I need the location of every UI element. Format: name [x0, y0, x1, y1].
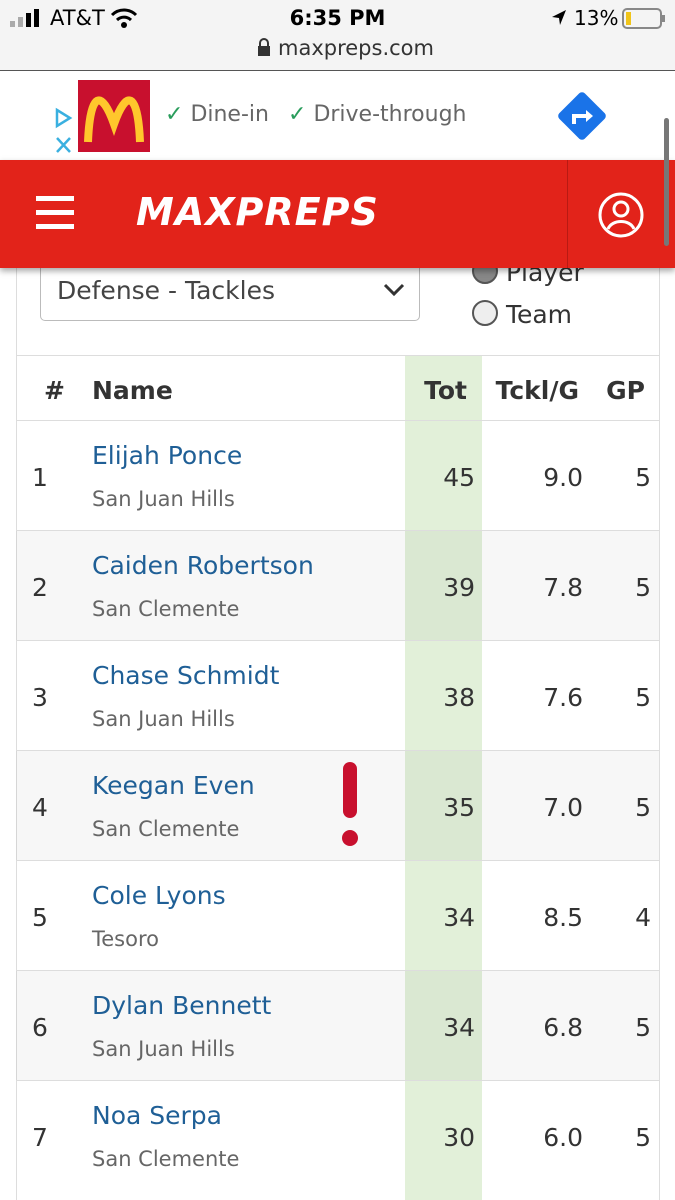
table-row: 4 Keegan Even San Clemente 35 7.0 5 [16, 750, 659, 861]
battery-percent: 13% [574, 6, 619, 30]
player-name[interactable]: Elijah Ponce [92, 441, 243, 470]
scrollbar [664, 118, 669, 246]
ad-option: ✓ Dine-in [165, 102, 269, 127]
column-header[interactable]: Tot [424, 376, 467, 405]
rank: 7 [32, 1123, 48, 1152]
carrier: AT&T [50, 6, 105, 30]
player-name[interactable]: Keegan Even [92, 771, 255, 800]
table-row: 6 Dylan Bennett San Juan Hills 34 6.8 5 [16, 970, 659, 1081]
total-tackles: 39 [443, 573, 475, 602]
profile-button[interactable] [598, 192, 644, 238]
total-tackles: 34 [443, 1013, 475, 1042]
rank: 3 [32, 683, 48, 712]
divider [567, 160, 568, 268]
school-name: San Juan Hills [92, 487, 235, 511]
player-name[interactable]: Chase Schmidt [92, 661, 280, 690]
player-name[interactable]: Caiden Robertson [92, 551, 314, 580]
tackles-per-game: 8.5 [543, 903, 583, 932]
games-played: 5 [635, 1013, 651, 1042]
ad-option-text: Dine-in [190, 102, 269, 127]
table-row: 3 Chase Schmidt San Juan Hills 38 7.6 5 [16, 640, 659, 751]
tackles-per-game: 6.8 [543, 1013, 583, 1042]
location-icon [552, 10, 566, 25]
table-row: 2 Caiden Robertson San Clemente 39 7.8 5 [16, 530, 659, 641]
tackles-per-game: 9.0 [543, 463, 583, 492]
ad-option-text: Drive-through [313, 102, 467, 127]
total-tackles: 34 [443, 903, 475, 932]
sorted-column-highlight [405, 355, 482, 1200]
games-played: 4 [635, 903, 651, 932]
logo[interactable]: MAXPREPS [136, 190, 379, 234]
time: 6:35 PM [289, 6, 386, 30]
total-tackles: 35 [443, 793, 475, 822]
ad-option: ✓ Drive-through [288, 102, 467, 127]
tackles-per-game: 6.0 [543, 1123, 583, 1152]
table-row: 1 Elijah Ponce San Juan Hills 45 9.0 5 [16, 420, 659, 531]
lock-icon [258, 38, 270, 56]
ad-banner[interactable]: ✓ Dine-in ✓ Drive-through [50, 72, 625, 158]
tackles-per-game: 7.0 [543, 793, 583, 822]
school-name: San Juan Hills [92, 1037, 235, 1061]
total-tackles: 45 [443, 463, 475, 492]
directions-icon[interactable] [556, 90, 608, 142]
url[interactable]: maxpreps.com [278, 36, 434, 60]
stat-select-value: Defense - Tackles [57, 276, 276, 305]
battery-icon [622, 8, 665, 29]
games-played: 5 [635, 793, 651, 822]
chevron [383, 283, 405, 297]
alert-mark [342, 762, 358, 846]
wifi-icon [110, 8, 138, 28]
column-header[interactable]: # [44, 376, 65, 405]
school-name: San Clemente [92, 597, 240, 621]
column-header[interactable]: Name [92, 376, 173, 405]
tackles-per-game: 7.8 [543, 573, 583, 602]
table-header: # Name Tot Tckl/G GP [16, 355, 659, 421]
games-played: 5 [635, 463, 651, 492]
school-name: San Clemente [92, 1147, 240, 1171]
table-row: 5 Cole Lyons Tesoro 34 8.5 4 [16, 860, 659, 971]
radio-team[interactable]: Team [472, 300, 572, 329]
school-name: Tesoro [92, 927, 159, 951]
radio-label: Team [505, 300, 573, 329]
ad-choices-icon[interactable] [52, 106, 74, 156]
rank: 4 [32, 793, 48, 822]
player-name[interactable]: Cole Lyons [92, 881, 226, 910]
column-header[interactable]: GP [606, 376, 645, 405]
content [16, 230, 660, 1200]
menu-button[interactable] [36, 196, 74, 230]
mcdonalds-logo [78, 80, 150, 152]
rank: 2 [32, 573, 48, 602]
school-name: San Clemente [92, 817, 240, 841]
rank: 1 [32, 463, 48, 492]
player-name[interactable]: Noa Serpa [92, 1101, 222, 1130]
column-header[interactable]: Tckl/G [495, 376, 579, 405]
games-played: 5 [635, 1123, 651, 1152]
rank: 5 [32, 903, 48, 932]
games-played: 5 [635, 573, 651, 602]
table-row: 7 Noa Serpa San Clemente 30 6.0 5 [16, 1080, 659, 1191]
signal-icon [10, 9, 39, 27]
stat-select[interactable]: Defense - Tackles [40, 262, 420, 321]
games-played: 5 [635, 683, 651, 712]
total-tackles: 38 [443, 683, 475, 712]
school-name: San Juan Hills [92, 707, 235, 731]
player-name[interactable]: Dylan Bennett [92, 991, 272, 1020]
site-header: MAXPREPS [0, 160, 675, 268]
total-tackles: 30 [443, 1123, 475, 1152]
tackles-per-game: 7.6 [543, 683, 583, 712]
rank: 6 [32, 1013, 48, 1042]
status-bar: AT&T 6:35 PM 13% maxpreps.com [0, 0, 675, 71]
